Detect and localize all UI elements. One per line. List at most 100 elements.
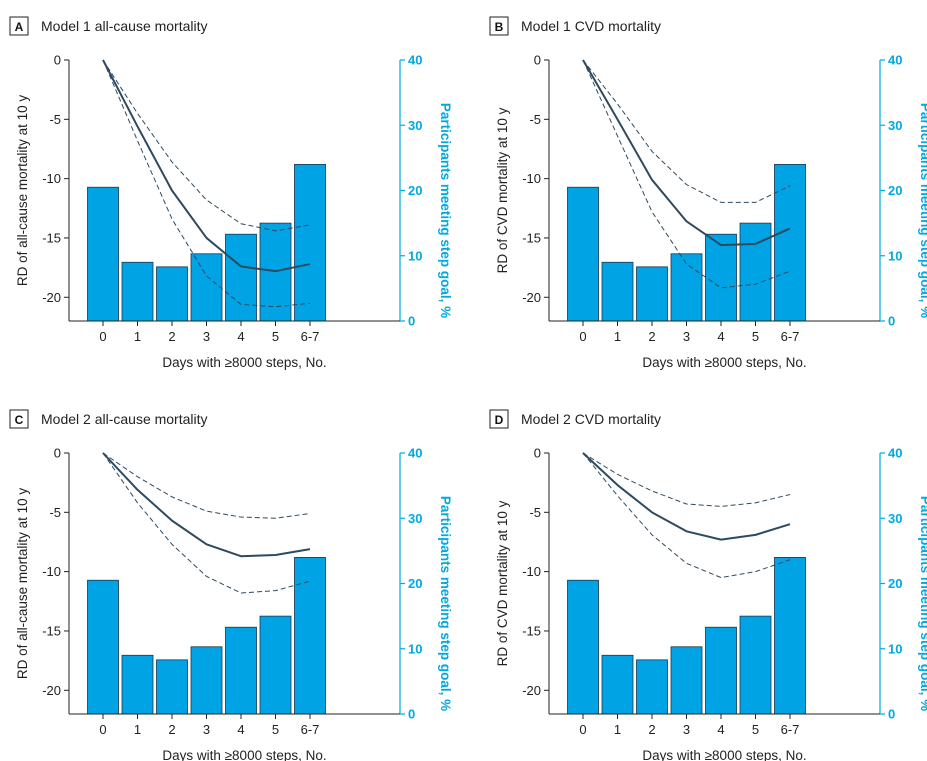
bar-5	[259, 615, 292, 715]
lower-ci-line	[582, 59, 791, 289]
bar-5	[739, 222, 772, 322]
right-tick-label: 0	[888, 314, 895, 329]
bar-0	[87, 579, 119, 715]
x-tick-label: 1	[134, 722, 141, 737]
x-tick-label: 5	[752, 329, 759, 344]
lower-ci-line	[582, 452, 791, 579]
rd-estimate-line	[102, 452, 311, 558]
panel-a: A Model 1 all-cause mortality 0 -5 -10 -15 -20…	[9, 16, 453, 370]
right-axis-title: Participants meeting step goal, %	[918, 496, 927, 711]
right-axis-title: Participants meeting step goal, %	[438, 103, 453, 318]
x-tick-label: 5	[752, 722, 759, 737]
right-tick-label: 20	[888, 183, 902, 198]
bar-0	[567, 579, 599, 715]
left-tick-label: 0	[534, 53, 541, 68]
left-tick-label: -10	[42, 171, 61, 186]
right-tick-label: 0	[888, 707, 895, 722]
right-tick-label: 20	[408, 183, 422, 198]
left-tick-label: -5	[49, 505, 61, 520]
panel-title: Model 1 all-cause mortality	[41, 18, 208, 34]
panel-b: B Model 1 CVD mortality0-5-10-15-20010203…	[489, 16, 927, 370]
lower-ci-line	[102, 452, 311, 594]
x-tick-label: 3	[683, 722, 690, 737]
bar-3	[190, 646, 223, 715]
x-tick-label: 4	[717, 329, 724, 344]
x-tick-label: 5	[272, 722, 279, 737]
left-tick-label: -5	[529, 112, 541, 127]
x-axis-title: Days with ≥8000 steps, No.	[642, 748, 806, 761]
left-tick-label: -20	[522, 290, 541, 305]
right-axis-title: Participants meeting step goal, %	[918, 103, 927, 318]
right-tick-label: 0	[408, 707, 415, 722]
left-tick-label: -15	[42, 623, 61, 638]
right-tick-label: 10	[888, 641, 902, 656]
left-tick-label: -20	[42, 683, 61, 698]
rd-estimate-line	[582, 59, 791, 247]
upper-ci-line	[102, 452, 311, 519]
x-tick-label: 6-7	[781, 722, 800, 737]
upper-ci-line	[582, 59, 791, 203]
upper-ci-line	[102, 59, 311, 232]
bar-6-7	[774, 556, 806, 715]
bar-5	[739, 615, 772, 715]
left-axis-title: RD of all-cause mortality at 10 y	[15, 488, 30, 680]
x-tick-label: 1	[614, 329, 621, 344]
x-tick-label: 1	[614, 722, 621, 737]
panel-letter-box	[489, 16, 509, 36]
right-tick-label: 30	[408, 511, 422, 526]
bar-1	[121, 261, 154, 322]
bar-4	[705, 626, 737, 715]
left-tick-label: -10	[42, 564, 61, 579]
bar-1	[601, 654, 634, 715]
right-tick-label: 30	[888, 511, 902, 526]
right-tick-label: 20	[888, 576, 902, 591]
bar-6-7	[294, 163, 326, 322]
x-tick-label: 4	[717, 722, 724, 737]
right-tick-label: 40	[408, 446, 422, 461]
panel-title: Model 1 CVD mortality	[521, 18, 661, 34]
panel-d: D Model 2 CVD mortality0-5-10-15-20010203…	[489, 409, 927, 761]
panel-letter: D	[495, 413, 504, 427]
bar-4	[705, 233, 737, 322]
x-tick-label: 6-7	[781, 329, 800, 344]
bar-3	[670, 253, 703, 322]
rd-estimate-line	[582, 452, 791, 541]
bar-4	[225, 626, 257, 715]
bar-6-7	[294, 556, 326, 715]
right-axis-title: Participants meeting step goal, %	[438, 496, 453, 711]
x-tick-label: 2	[648, 722, 655, 737]
x-tick-label: 5	[272, 329, 279, 344]
x-tick-label: 4	[237, 722, 244, 737]
x-tick-label: 2	[168, 722, 175, 737]
left-axis-title: RD of CVD mortality at 10 y	[495, 107, 510, 273]
left-axis-title: RD of CVD mortality at 10 y	[495, 500, 510, 666]
x-tick-label: 6-7	[301, 722, 320, 737]
left-tick-label: -15	[522, 230, 541, 245]
x-tick-label: 1	[134, 329, 141, 344]
left-tick-label: -20	[42, 290, 61, 305]
x-tick-label: 6-7	[301, 329, 320, 344]
left-tick-label: -5	[529, 505, 541, 520]
right-tick-label: 0	[408, 314, 415, 329]
panel-letter: A	[15, 20, 24, 34]
right-tick-label: 20	[408, 576, 422, 591]
bar-6-7	[774, 163, 806, 322]
left-tick-label: -15	[42, 230, 61, 245]
x-tick-label: 0	[99, 722, 106, 737]
x-tick-label: 0	[99, 329, 106, 344]
panel-title: Model 2 all-cause mortality	[41, 411, 208, 427]
panel-letter-box	[489, 409, 509, 429]
x-tick-label: 3	[683, 329, 690, 344]
left-tick-label: 0	[54, 53, 61, 68]
bar-0	[87, 186, 119, 322]
x-tick-label: 4	[237, 329, 244, 344]
right-tick-label: 10	[888, 248, 902, 263]
bar-2	[636, 659, 668, 715]
x-tick-label: 0	[579, 329, 586, 344]
x-tick-label: 3	[203, 329, 210, 344]
left-tick-label: 0	[54, 446, 61, 461]
right-tick-label: 40	[408, 53, 422, 68]
right-tick-label: 10	[408, 641, 422, 656]
rd-estimate-line	[102, 59, 311, 273]
panel-c: C Model 2 all-cause mortality 0 -5 -10 -15 -20…	[9, 409, 453, 761]
